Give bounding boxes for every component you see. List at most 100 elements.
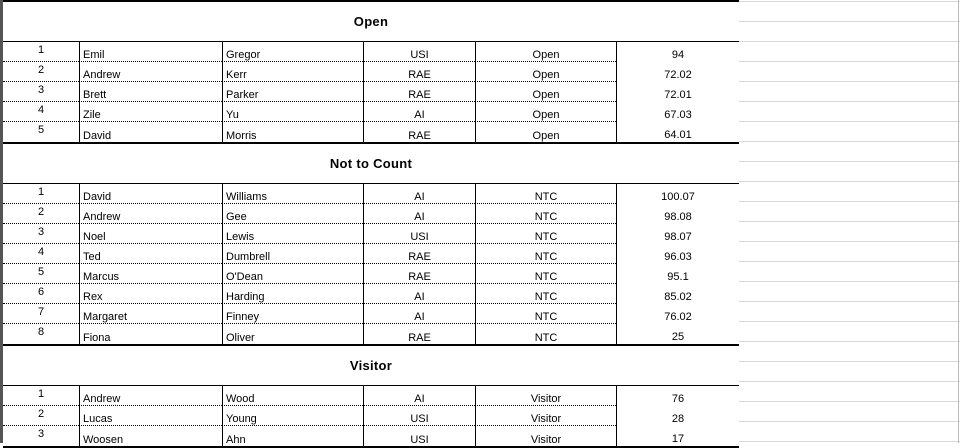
score-cell[interactable]: 72.02 <box>616 62 739 82</box>
rank-cell[interactable]: 2 <box>3 204 79 224</box>
rank-cell[interactable]: 2 <box>3 406 79 426</box>
first-cell[interactable]: Noel <box>79 224 222 244</box>
first-cell[interactable]: Zile <box>79 102 222 122</box>
first-cell[interactable]: Lucas <box>79 406 222 426</box>
rank-cell[interactable]: 5 <box>3 264 79 284</box>
class-cell[interactable]: NTC <box>475 324 616 344</box>
first-cell[interactable]: Woosen <box>79 426 222 446</box>
score-cell[interactable]: 76 <box>616 386 739 406</box>
last-cell[interactable]: Gee <box>222 204 363 224</box>
first-cell[interactable]: Fiona <box>79 324 222 344</box>
class-cell[interactable]: Open <box>475 62 616 82</box>
class-cell[interactable]: Visitor <box>475 426 616 446</box>
table-row: 2 Lucas Young USI Visitor 28 <box>3 406 739 426</box>
last-cell[interactable]: Finney <box>222 304 363 324</box>
first-cell[interactable]: Andrew <box>79 204 222 224</box>
table-row: 5 Marcus O'Dean RAE NTC 95.1 <box>3 264 739 284</box>
first-cell[interactable]: Emil <box>79 42 222 62</box>
score-cell[interactable]: 98.07 <box>616 224 739 244</box>
club-cell[interactable]: USI <box>363 42 475 62</box>
score-cell[interactable]: 98.08 <box>616 204 739 224</box>
last-cell[interactable]: Williams <box>222 184 363 204</box>
last-cell[interactable]: Yu <box>222 102 363 122</box>
class-cell[interactable]: NTC <box>475 204 616 224</box>
class-cell[interactable]: Open <box>475 42 616 62</box>
rank-cell[interactable]: 4 <box>3 244 79 264</box>
last-cell[interactable]: Lewis <box>222 224 363 244</box>
rank-cell[interactable]: 3 <box>37 428 45 440</box>
first-cell[interactable]: Marcus <box>79 264 222 284</box>
class-cell[interactable]: NTC <box>475 184 616 204</box>
first-cell[interactable]: Andrew <box>79 386 222 406</box>
score-cell[interactable]: 96.03 <box>616 244 739 264</box>
rank-cell[interactable]: 1 <box>3 184 79 204</box>
class-cell[interactable]: NTC <box>475 304 616 324</box>
rank-cell[interactable]: 7 <box>3 304 79 324</box>
section-title: Visitor <box>3 346 739 386</box>
rank-cell[interactable]: 1 <box>3 42 79 62</box>
last-cell[interactable]: O'Dean <box>222 264 363 284</box>
rank-cell[interactable]: 1 <box>3 386 79 406</box>
last-cell[interactable]: Parker <box>222 82 363 102</box>
score-cell[interactable]: 95.1 <box>616 264 739 284</box>
rank-cell[interactable]: 5 <box>37 124 45 136</box>
club-cell[interactable]: AI <box>363 304 475 324</box>
last-cell[interactable]: Young <box>222 406 363 426</box>
class-cell[interactable]: NTC <box>475 284 616 304</box>
class-cell[interactable]: NTC <box>475 244 616 264</box>
club-cell[interactable]: RAE <box>363 264 475 284</box>
score-cell[interactable]: 67.03 <box>616 102 739 122</box>
club-cell[interactable]: RAE <box>363 82 475 102</box>
rank-cell[interactable]: 8 <box>37 326 45 338</box>
first-cell[interactable]: Brett <box>79 82 222 102</box>
class-cell[interactable]: Open <box>475 102 616 122</box>
club-cell[interactable]: RAE <box>363 122 475 142</box>
table-row: 3 Noel Lewis USI NTC 98.07 <box>3 224 739 244</box>
class-cell[interactable]: Visitor <box>475 386 616 406</box>
club-cell[interactable]: AI <box>363 204 475 224</box>
rank-cell[interactable]: 4 <box>3 102 79 122</box>
club-cell[interactable]: AI <box>363 102 475 122</box>
last-cell[interactable]: Oliver <box>222 324 363 344</box>
first-cell[interactable]: David <box>79 122 222 142</box>
last-cell[interactable]: Harding <box>222 284 363 304</box>
club-cell[interactable]: AI <box>363 184 475 204</box>
class-cell[interactable]: NTC <box>475 264 616 284</box>
score-cell[interactable]: 28 <box>616 406 739 426</box>
club-cell[interactable]: USI <box>363 224 475 244</box>
score-cell[interactable]: 72.01 <box>616 82 739 102</box>
first-cell[interactable]: David <box>79 184 222 204</box>
last-cell[interactable]: Gregor <box>222 42 363 62</box>
score-cell[interactable]: 76.02 <box>616 304 739 324</box>
score-cell[interactable]: 25 <box>616 324 739 344</box>
class-cell[interactable]: Visitor <box>475 406 616 426</box>
club-cell[interactable]: USI <box>363 426 475 446</box>
class-cell[interactable]: Open <box>475 122 616 142</box>
first-cell[interactable]: Margaret <box>79 304 222 324</box>
rank-cell[interactable]: 2 <box>3 62 79 82</box>
last-cell[interactable]: Ahn <box>222 426 363 446</box>
club-cell[interactable]: RAE <box>363 324 475 344</box>
first-cell[interactable]: Ted <box>79 244 222 264</box>
club-cell[interactable]: USI <box>363 406 475 426</box>
last-cell[interactable]: Wood <box>222 386 363 406</box>
last-cell[interactable]: Kerr <box>222 62 363 82</box>
club-cell[interactable]: AI <box>363 284 475 304</box>
rank-cell[interactable]: 6 <box>3 284 79 304</box>
score-cell[interactable]: 17 <box>616 426 739 446</box>
last-cell[interactable]: Dumbrell <box>222 244 363 264</box>
rank-cell[interactable]: 3 <box>3 82 79 102</box>
club-cell[interactable]: RAE <box>363 62 475 82</box>
last-cell[interactable]: Morris <box>222 122 363 142</box>
score-cell[interactable]: 94 <box>616 42 739 62</box>
first-cell[interactable]: Rex <box>79 284 222 304</box>
club-cell[interactable]: AI <box>363 386 475 406</box>
first-cell[interactable]: Andrew <box>79 62 222 82</box>
rank-cell[interactable]: 3 <box>3 224 79 244</box>
score-cell[interactable]: 64.01 <box>616 122 739 142</box>
class-cell[interactable]: NTC <box>475 224 616 244</box>
score-cell[interactable]: 100.07 <box>616 184 739 204</box>
club-cell[interactable]: RAE <box>363 244 475 264</box>
class-cell[interactable]: Open <box>475 82 616 102</box>
score-cell[interactable]: 85.02 <box>616 284 739 304</box>
